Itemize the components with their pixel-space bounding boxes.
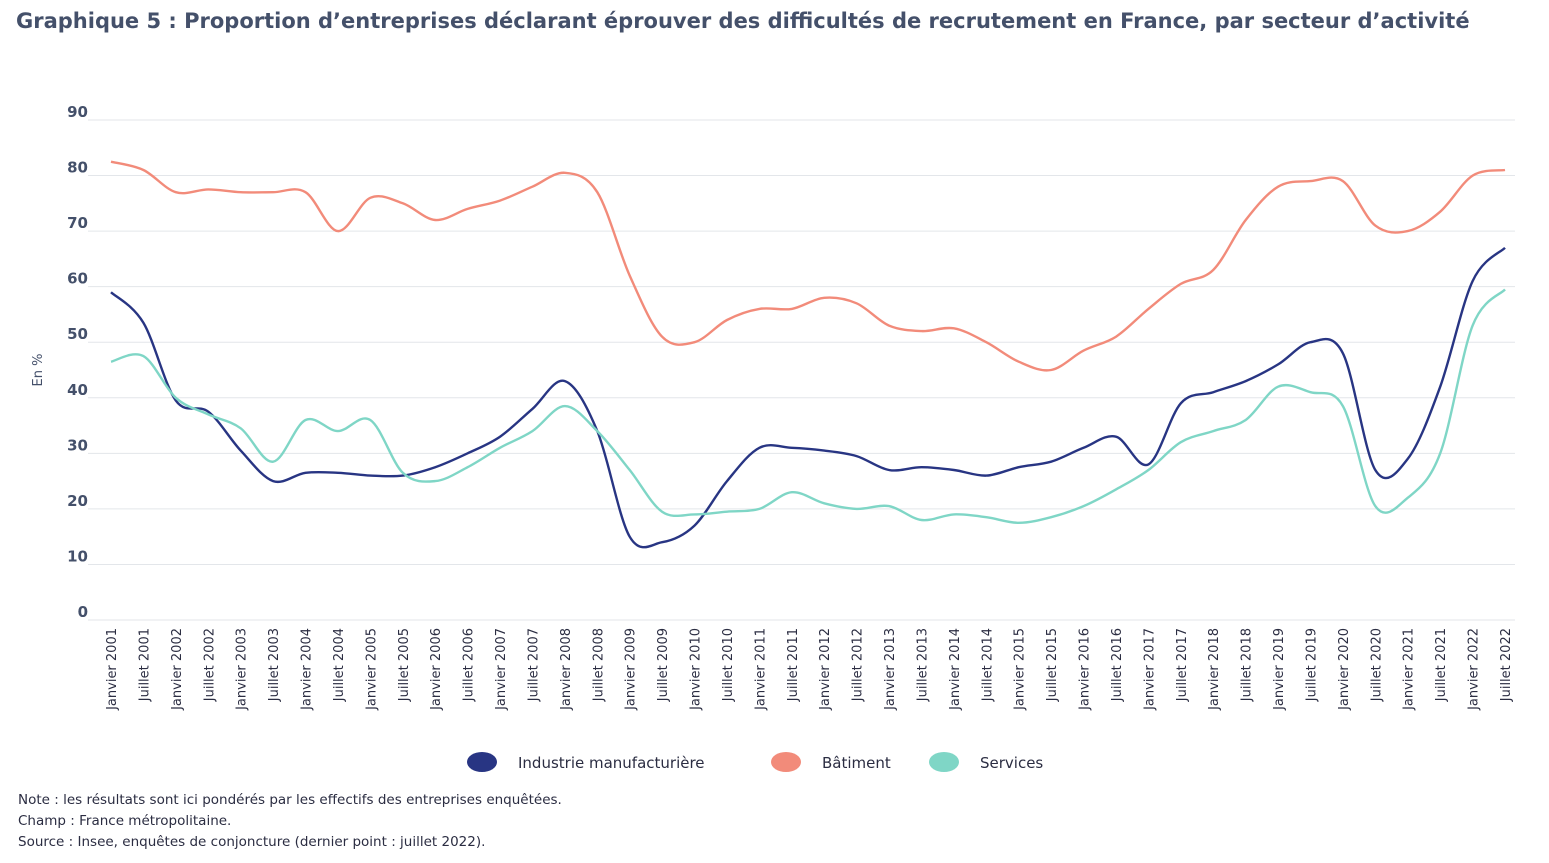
legend-swatch [771, 752, 801, 772]
y-tick-label: 30 [67, 436, 88, 454]
legend-swatch [467, 752, 497, 772]
y-tick-label: 0 [78, 603, 88, 621]
legend-swatch [929, 752, 959, 772]
y-tick-label: 80 [67, 159, 88, 177]
x-tick-label: Juillet 2020 [1369, 628, 1384, 702]
x-tick-label: Juillet 2017 [1175, 628, 1190, 702]
x-tick-labels: Janvier 2001 Juillet 2001 Janvier 2002 Juil… [105, 628, 1514, 711]
y-axis-label: En % [31, 354, 46, 387]
x-tick-label: Juillet 2008 [591, 628, 606, 702]
x-tick-label: Juillet 2009 [656, 628, 671, 702]
x-tick-label: Janvier 2020 [1337, 628, 1352, 711]
y-tick-label: 90 [67, 103, 88, 121]
x-tick-label: Juillet 2010 [721, 628, 736, 702]
x-tick-label: Juillet 2006 [462, 628, 477, 702]
y-tick-label: 60 [67, 270, 88, 288]
x-tick-label: Janvier 2018 [1207, 628, 1222, 711]
x-tick-label: Janvier 2014 [948, 628, 963, 711]
x-tick-label: Juillet 2005 [397, 628, 412, 702]
x-tick-label: Janvier 2004 [300, 628, 315, 711]
x-tick-label: Janvier 2011 [753, 628, 768, 711]
x-tick-label: Janvier 2003 [235, 628, 250, 711]
x-tick-label: Juillet 2018 [1240, 628, 1255, 702]
y-tick-label: 20 [67, 492, 88, 510]
x-tick-label: Janvier 2019 [1272, 628, 1287, 711]
legend-label: Industrie manufacturière [518, 754, 705, 772]
source-text: Source : Insee, enquêtes de conjoncture … [18, 834, 486, 850]
x-tick-label: Janvier 2021 [1402, 628, 1417, 711]
x-tick-label: Janvier 2017 [1142, 628, 1157, 711]
x-tick-label: Janvier 2022 [1467, 628, 1482, 711]
x-tick-label: Janvier 2007 [494, 628, 509, 711]
gridlines [88, 119, 1515, 621]
x-tick-label: Janvier 2001 [105, 628, 120, 711]
chart-notes: Note : les résultats sont ici pondérés p… [18, 790, 562, 853]
x-tick-label: Juillet 2004 [332, 628, 347, 702]
series-lines [110, 160, 1506, 549]
y-tick-labels: 0 10 20 30 40 50 60 70 80 90 [67, 103, 88, 621]
x-tick-label: Juillet 2002 [202, 628, 217, 702]
x-tick-label: Janvier 2013 [883, 628, 898, 711]
legend-label: Services [980, 754, 1043, 772]
x-tick-label: Janvier 2015 [1013, 628, 1028, 711]
legend: Industrie manufacturière Bâtiment Services [467, 752, 1043, 772]
x-tick-label: Juillet 2011 [786, 628, 801, 702]
x-tick-label: Janvier 2009 [624, 628, 639, 711]
y-tick-label: 50 [67, 325, 88, 343]
x-tick-label: Juillet 2015 [1045, 628, 1060, 702]
x-tick-label: Juillet 2007 [526, 628, 541, 702]
x-tick-label: Juillet 2014 [980, 628, 995, 702]
champ-text: Champ : France métropolitaine. [18, 813, 232, 829]
x-tick-label: Janvier 2012 [818, 628, 833, 711]
x-tick-label: Juillet 2019 [1304, 628, 1319, 702]
x-tick-label: Juillet 2022 [1499, 628, 1514, 702]
y-tick-label: 40 [67, 381, 88, 399]
series-line-0 [110, 246, 1506, 549]
x-tick-label: Janvier 2016 [1078, 628, 1093, 711]
series-line-1 [110, 160, 1506, 372]
x-tick-label: Juillet 2013 [915, 628, 930, 702]
legend-label: Bâtiment [822, 754, 891, 772]
y-tick-label: 10 [67, 547, 88, 565]
x-tick-label: Juillet 2021 [1434, 628, 1449, 702]
x-tick-label: Juillet 2016 [1110, 628, 1125, 702]
x-tick-label: Janvier 2002 [170, 628, 185, 711]
x-tick-label: Janvier 2008 [559, 628, 574, 711]
x-tick-label: Juillet 2003 [267, 628, 282, 702]
x-tick-label: Janvier 2010 [689, 628, 704, 711]
y-tick-label: 70 [67, 214, 88, 232]
x-tick-label: Janvier 2006 [429, 628, 444, 711]
x-tick-label: Juillet 2001 [137, 628, 152, 702]
x-tick-label: Janvier 2005 [364, 628, 379, 711]
chart-title: Graphique 5 : Proportion d’entreprises d… [16, 9, 1470, 33]
note-text: Note : les résultats sont ici pondérés p… [18, 792, 562, 808]
x-tick-label: Juillet 2012 [851, 628, 866, 702]
series-line-2 [110, 288, 1506, 524]
